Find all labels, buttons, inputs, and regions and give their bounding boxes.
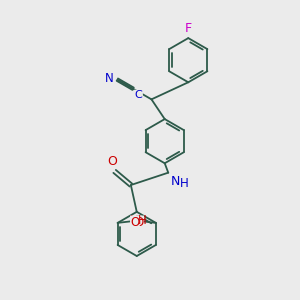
Text: O: O — [135, 216, 144, 229]
Text: N: N — [105, 72, 114, 85]
Text: O: O — [130, 216, 140, 229]
Text: H: H — [130, 214, 139, 227]
Text: O: O — [107, 155, 117, 168]
Text: C: C — [135, 90, 142, 100]
Text: H: H — [138, 214, 147, 227]
Text: H: H — [179, 177, 188, 190]
Text: F: F — [185, 22, 192, 34]
Text: N: N — [171, 175, 180, 188]
